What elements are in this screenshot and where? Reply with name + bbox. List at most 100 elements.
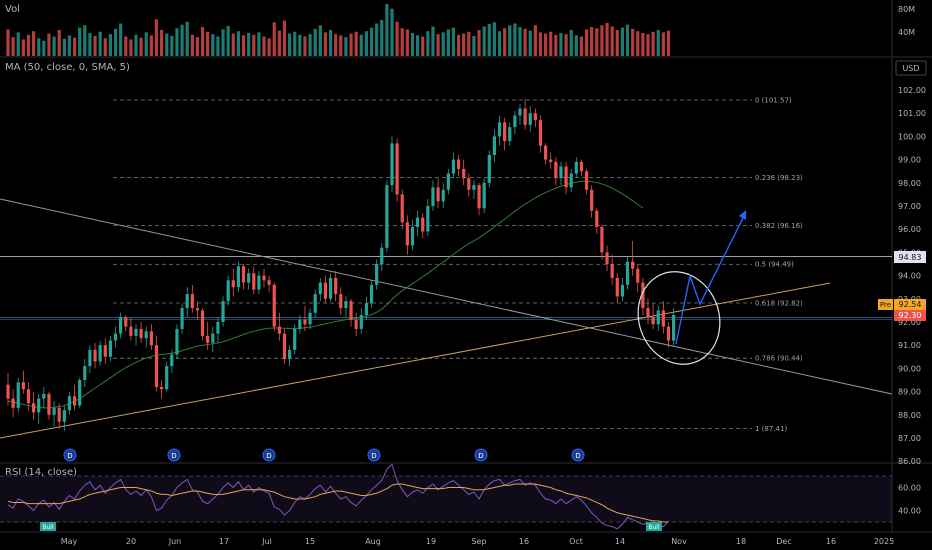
candle-body: [400, 194, 404, 223]
volume-bar: [216, 36, 220, 56]
volume-pane-label: Vol: [5, 4, 20, 15]
candle-body: [477, 185, 481, 209]
projection-path: [675, 211, 747, 345]
candle-body: [508, 127, 512, 142]
volume-bar: [431, 26, 435, 56]
volume-bar: [579, 36, 584, 56]
candle-body: [72, 396, 77, 406]
volume-bar: [252, 34, 256, 56]
dividend-marker: [571, 448, 585, 462]
candle-body: [533, 113, 537, 121]
volume-bar: [636, 31, 640, 56]
dividend-marker-label: D: [266, 452, 271, 460]
candle-body: [595, 210, 599, 227]
volume-bar: [354, 31, 358, 56]
volume-bar: [436, 34, 440, 56]
candle-body: [636, 268, 640, 283]
candle-body: [349, 301, 353, 320]
volume-bar: [277, 30, 281, 56]
dividend-marker: [367, 448, 381, 462]
candle-body: [226, 280, 230, 302]
time-tick-label: Sep: [471, 537, 486, 546]
premarket-value: 92.54: [899, 300, 922, 309]
time-tick-label: Oct: [569, 537, 583, 546]
candle-body: [83, 366, 87, 380]
candle-body: [441, 189, 445, 202]
currency-box[interactable]: [895, 60, 927, 76]
candle-body: [282, 333, 287, 360]
candle-body: [257, 275, 261, 290]
volume-bar: [226, 25, 230, 56]
volume-bar: [11, 37, 15, 56]
volume-bar: [42, 40, 46, 56]
volume-bar: [52, 36, 56, 56]
moving-average: [7, 180, 644, 409]
candle-body: [544, 145, 548, 160]
volume-bar: [160, 30, 164, 56]
drawing-lines: [0, 198, 893, 439]
time-tick-label: 14: [615, 537, 625, 546]
candle-body: [492, 136, 496, 155]
candle-body: [666, 326, 671, 341]
candle-body: [431, 187, 435, 206]
volume-bar: [21, 39, 25, 56]
volume-bar: [472, 35, 476, 56]
candle-body: [190, 294, 194, 309]
rsi-bull-signal: [646, 522, 662, 531]
candle-body: [359, 315, 363, 329]
volume-bar: [349, 33, 353, 56]
ma-indicator-label: MA (50, close, 0, SMA, 5): [5, 62, 130, 73]
price-tick-label: 86.00: [898, 457, 921, 466]
volume-bar: [661, 32, 665, 56]
volume-bar: [528, 30, 532, 56]
descending-trendline: [0, 198, 893, 395]
candle-body: [134, 328, 138, 336]
time-tick-label: May: [61, 537, 78, 546]
volume-bar: [195, 37, 200, 56]
candle-body: [549, 159, 553, 162]
volume-bar: [656, 30, 660, 56]
volume-bar: [88, 32, 92, 56]
volume-bar: [241, 35, 246, 56]
candle-body: [518, 108, 522, 116]
candle-body: [185, 294, 189, 309]
volume-bar: [631, 28, 635, 56]
price-tick-label: 91.00: [898, 341, 921, 350]
time-tick-label: Jul: [261, 537, 272, 546]
candle-body: [206, 335, 210, 343]
volume-bar: [605, 22, 609, 57]
candle-body: [308, 312, 312, 325]
candle-body: [200, 310, 205, 336]
candle-body: [52, 407, 56, 415]
volume-bar: [513, 23, 517, 56]
volume-bar: [149, 35, 153, 56]
volume-bar: [508, 25, 512, 56]
candle-body: [170, 354, 174, 367]
rsi-pane-label: RSI (14, close): [5, 467, 77, 478]
price-tick-label: 90.00: [898, 364, 921, 373]
candle-body: [584, 171, 589, 190]
candle-body: [369, 284, 374, 304]
volume-bar: [267, 38, 271, 56]
candle-body: [103, 345, 107, 357]
candle-body: [610, 264, 614, 278]
price-tick-label: 99.00: [898, 156, 921, 165]
volume-bar: [482, 26, 486, 56]
volume-bar: [57, 30, 61, 56]
candle-body: [590, 189, 594, 211]
fib-level-label: 0 (101.57): [755, 96, 792, 104]
candle-body: [625, 261, 630, 285]
volume-bar: [103, 38, 107, 56]
volume-bar: [78, 27, 82, 56]
volume-bar: [170, 35, 174, 56]
candle-body: [375, 264, 379, 285]
candle-body: [241, 266, 246, 283]
candle-body: [472, 185, 476, 190]
candle-body: [451, 159, 456, 174]
candle-body: [334, 277, 338, 295]
candle-body: [32, 403, 36, 413]
candle-body: [656, 310, 660, 325]
